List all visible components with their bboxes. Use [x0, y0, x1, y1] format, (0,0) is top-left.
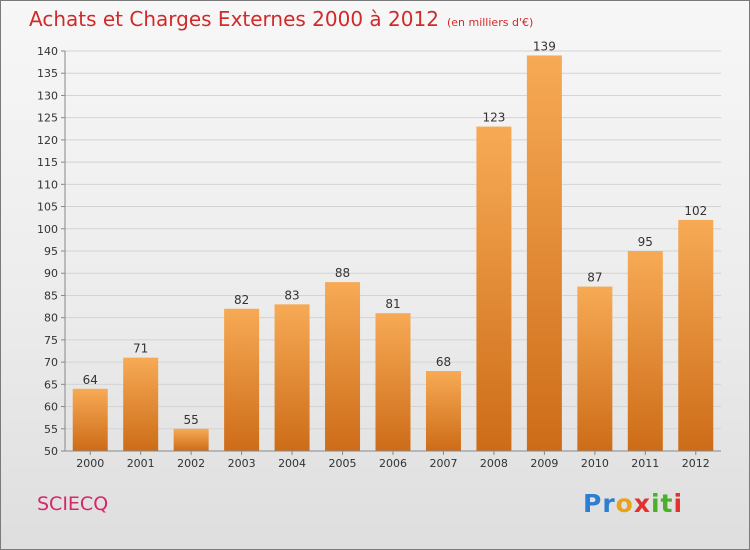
chart-title: Achats et Charges Externes 2000 à 2012 — [29, 7, 439, 31]
x-tick-label: 2003 — [228, 457, 256, 470]
x-tick-label: 2001 — [127, 457, 155, 470]
data-label: 55 — [184, 413, 199, 427]
data-label: 87 — [587, 271, 602, 285]
bar — [274, 304, 310, 451]
bar — [123, 357, 159, 451]
y-tick-label: 85 — [44, 289, 58, 302]
y-tick-label: 90 — [44, 267, 58, 280]
y-tick-label: 55 — [44, 423, 58, 436]
y-tick-label: 125 — [37, 112, 58, 125]
data-label: 81 — [385, 297, 400, 311]
x-tick-label: 2012 — [682, 457, 710, 470]
bar — [224, 308, 260, 451]
bar — [375, 313, 411, 451]
proxiti-logo: Proxiti — [583, 489, 684, 518]
data-label: 123 — [482, 111, 505, 125]
data-label: 102 — [684, 204, 707, 218]
y-tick-label: 135 — [37, 67, 58, 80]
x-tick-label: 2004 — [278, 457, 306, 470]
data-label: 64 — [83, 373, 98, 387]
y-axis-ticks: 50 55 60 65 70 75 80 85 90 95 100 105 110 115 120 125 13… — [37, 45, 65, 458]
data-label: 88 — [335, 266, 350, 280]
data-label: 83 — [284, 288, 299, 302]
y-tick-label: 115 — [37, 156, 58, 169]
bar — [678, 219, 714, 451]
y-tick-label: 105 — [37, 201, 58, 214]
data-label: 95 — [638, 235, 653, 249]
data-label: 82 — [234, 293, 249, 307]
bar — [425, 371, 461, 451]
bar — [325, 282, 361, 451]
y-tick-label: 120 — [37, 134, 58, 147]
y-tick-label: 80 — [44, 312, 58, 325]
y-tick-label: 75 — [44, 334, 58, 347]
x-tick-label: 2009 — [530, 457, 558, 470]
x-tick-label: 2000 — [76, 457, 104, 470]
data-label: 68 — [436, 355, 451, 369]
y-tick-label: 110 — [37, 178, 58, 191]
x-tick-label: 2008 — [480, 457, 508, 470]
data-label: 71 — [133, 342, 148, 356]
bar — [72, 388, 108, 451]
y-tick-label: 130 — [37, 89, 58, 102]
commune-name: SCIECQ — [37, 493, 109, 515]
bar — [577, 286, 613, 451]
x-axis-ticks: 2000 2001 2002 2003 2004 2005 2006 2007 2008 2009… — [76, 451, 710, 470]
data-label: 139 — [533, 39, 556, 53]
data-labels: 64 71 55 82 83 88 81 68 123 139 87 95 102 — [83, 39, 708, 426]
chart-title-block: Achats et Charges Externes 2000 à 2012 (e… — [29, 7, 533, 31]
y-tick-label: 70 — [44, 356, 58, 369]
bar — [173, 428, 209, 451]
y-tick-label: 140 — [37, 45, 58, 58]
x-tick-label: 2010 — [581, 457, 609, 470]
bars — [72, 55, 714, 452]
x-tick-label: 2002 — [177, 457, 205, 470]
y-tick-label: 50 — [44, 445, 58, 458]
x-tick-label: 2006 — [379, 457, 407, 470]
bar — [476, 126, 512, 452]
x-tick-label: 2011 — [631, 457, 659, 470]
chart-subtitle: (en milliers d'€) — [446, 16, 534, 29]
y-tick-label: 60 — [44, 401, 58, 414]
y-tick-label: 100 — [37, 223, 58, 236]
y-tick-label: 65 — [44, 378, 58, 391]
x-tick-label: 2005 — [329, 457, 357, 470]
bar — [627, 251, 663, 451]
x-tick-label: 2007 — [429, 457, 457, 470]
bar — [526, 55, 562, 451]
y-tick-label: 95 — [44, 245, 58, 258]
